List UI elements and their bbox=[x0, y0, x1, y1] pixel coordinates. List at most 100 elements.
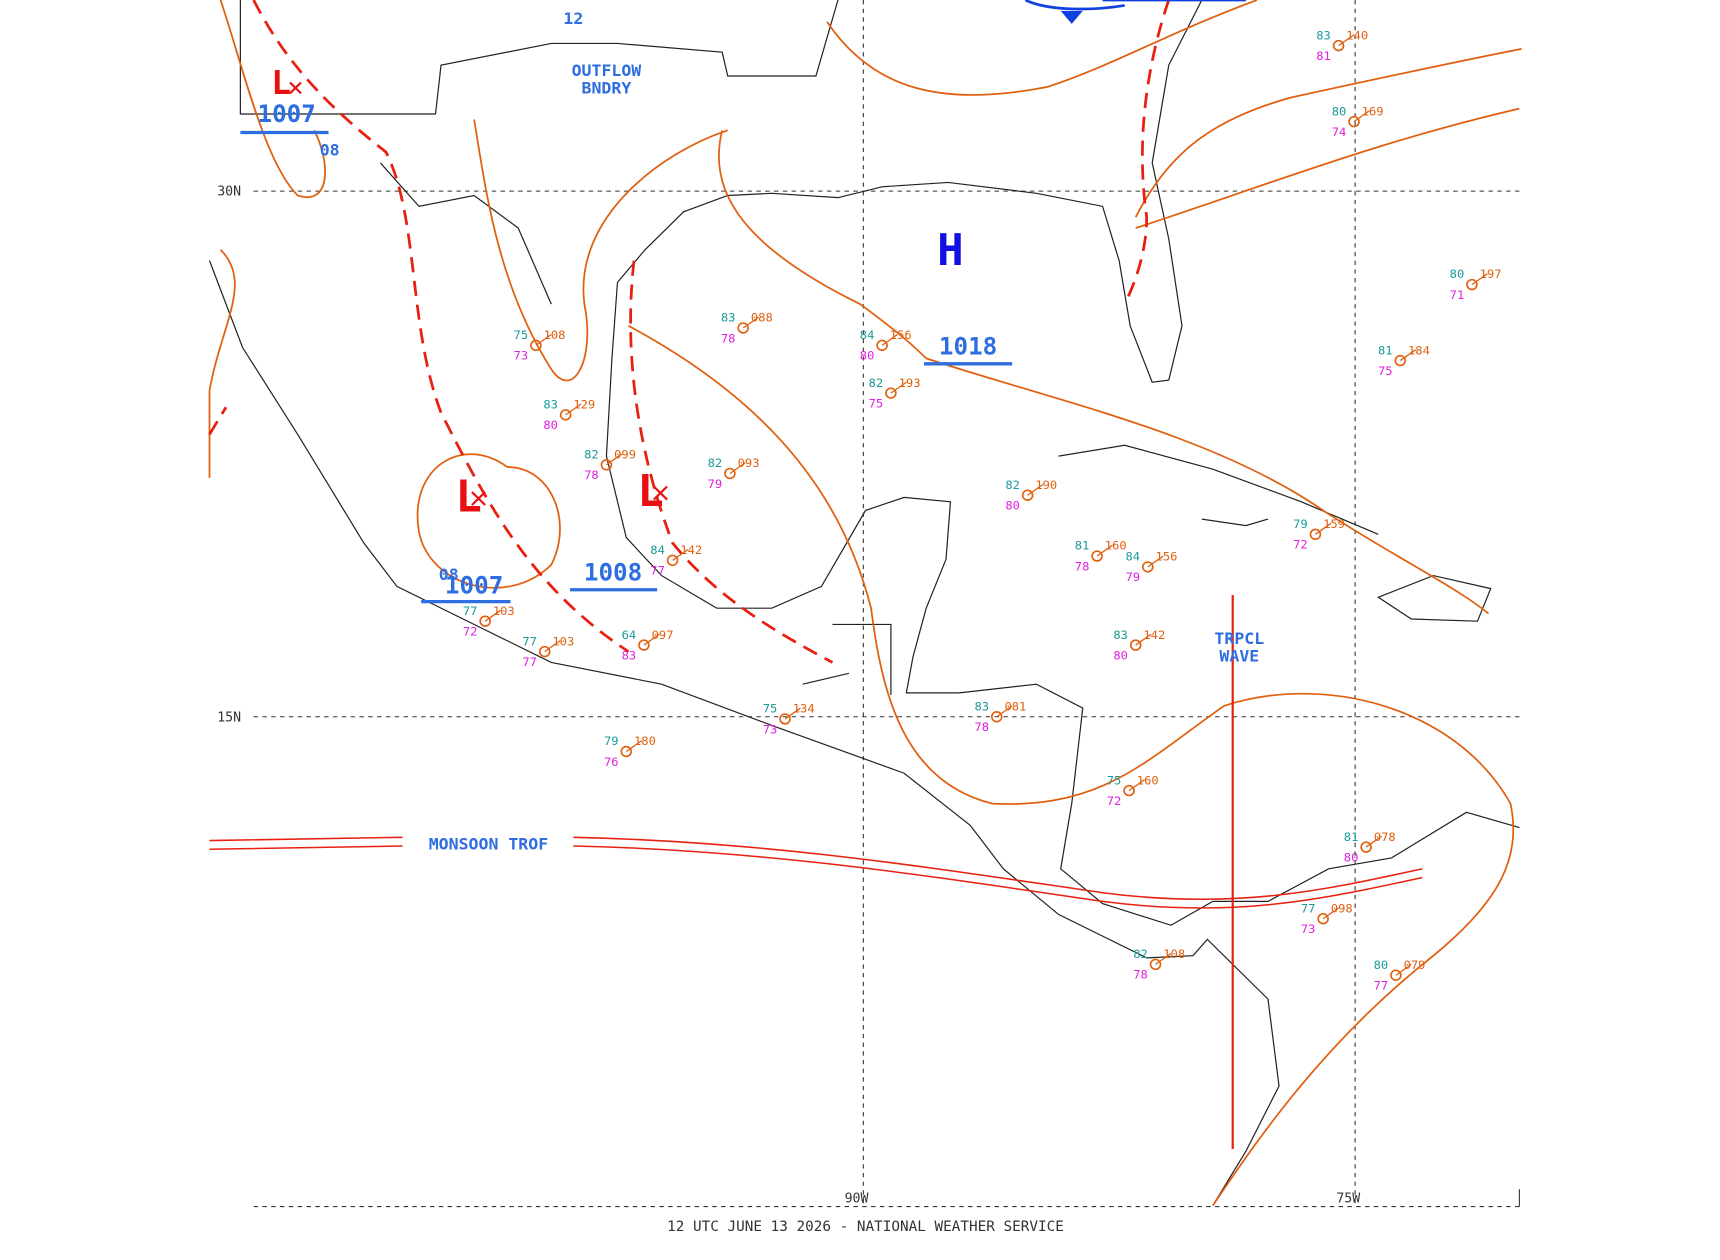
surface-trough bbox=[629, 260, 834, 664]
station-plot: 83 78 081 bbox=[974, 700, 1026, 735]
station-marker bbox=[1142, 561, 1154, 573]
station-plot: 83 81 140 bbox=[1316, 28, 1368, 63]
station-plot: 77 73 098 bbox=[1301, 902, 1353, 937]
isobar bbox=[826, 0, 1258, 96]
temperature: 84 bbox=[650, 543, 665, 557]
isobar-label: 08 bbox=[320, 141, 340, 160]
dewpoint: 73 bbox=[763, 722, 778, 736]
station-marker bbox=[538, 645, 551, 658]
station-marker bbox=[1123, 784, 1135, 797]
dewpoint: 72 bbox=[1293, 538, 1308, 552]
dewpoint: 80 bbox=[1344, 850, 1359, 864]
wind-barb bbox=[1315, 522, 1332, 535]
dewpoint: 73 bbox=[514, 349, 529, 363]
station-plot: 75 72 160 bbox=[1107, 773, 1159, 808]
dewpoint: 74 bbox=[1332, 125, 1347, 139]
isobar bbox=[1135, 107, 1520, 229]
temperature: 75 bbox=[763, 702, 778, 716]
station-marker bbox=[1348, 115, 1360, 128]
dewpoint: 80 bbox=[860, 349, 875, 363]
station-marker bbox=[990, 711, 1003, 723]
station-marker bbox=[1091, 550, 1103, 562]
station-marker bbox=[530, 339, 542, 352]
isobar bbox=[219, 0, 326, 199]
pressure: 129 bbox=[573, 398, 595, 412]
isobar bbox=[925, 357, 1490, 615]
station-marker bbox=[600, 459, 613, 471]
front-symbol bbox=[1060, 10, 1083, 24]
isobar bbox=[718, 130, 927, 359]
surface-trough bbox=[208, 406, 228, 436]
wind-barb bbox=[1353, 110, 1370, 123]
lon-label: 75W bbox=[1336, 1192, 1360, 1207]
temperature: 80 bbox=[1450, 267, 1465, 281]
wind-barb bbox=[996, 705, 1013, 718]
temperature: 82 bbox=[584, 448, 599, 462]
station-plot: 79 76 180 bbox=[604, 734, 656, 769]
high-center: H bbox=[937, 225, 964, 276]
dewpoint: 78 bbox=[584, 468, 599, 482]
pressure: 097 bbox=[652, 628, 674, 642]
pressure: 078 bbox=[1374, 830, 1396, 844]
pressure: 180 bbox=[634, 734, 656, 748]
pressure: 081 bbox=[1004, 700, 1026, 714]
temperature: 77 bbox=[522, 634, 537, 648]
pressure: 142 bbox=[680, 543, 702, 557]
station-plot: 75 73 108 bbox=[514, 328, 566, 363]
pressure: 193 bbox=[899, 376, 921, 390]
pressure: 140 bbox=[1346, 28, 1368, 42]
pressure: 108 bbox=[1163, 947, 1185, 961]
front bbox=[1024, 0, 1246, 11]
temperature: 83 bbox=[1316, 28, 1331, 42]
temperature: 79 bbox=[604, 734, 619, 748]
station-plot: 84 80 156 bbox=[860, 328, 912, 363]
pressure: 169 bbox=[1362, 104, 1384, 118]
station-marker bbox=[559, 409, 572, 421]
feature-label: WAVE bbox=[1219, 647, 1259, 666]
station-marker bbox=[885, 387, 897, 399]
lat-label: 15N bbox=[217, 710, 241, 725]
pressure: 160 bbox=[1105, 539, 1127, 553]
station-plot: 80 77 079 bbox=[1374, 958, 1426, 993]
pressure: 142 bbox=[1143, 628, 1165, 642]
station-marker bbox=[876, 339, 888, 352]
isobar bbox=[1134, 48, 1522, 218]
temperature: 84 bbox=[860, 328, 875, 342]
wind-barb bbox=[1155, 952, 1172, 965]
pressure: 156 bbox=[890, 328, 912, 342]
dewpoint: 80 bbox=[543, 418, 558, 432]
temperature: 84 bbox=[1126, 550, 1141, 564]
dewpoint: 80 bbox=[1005, 499, 1020, 513]
pressure: 099 bbox=[614, 448, 636, 462]
wind-barb bbox=[606, 453, 623, 466]
isobar-label: 1008 bbox=[584, 559, 642, 587]
dewpoint: 78 bbox=[1075, 559, 1090, 573]
wind-barb bbox=[1365, 835, 1382, 848]
temperature: 82 bbox=[1005, 478, 1020, 492]
station-marker bbox=[620, 745, 633, 758]
pressure: 108 bbox=[544, 328, 566, 342]
dewpoint: 77 bbox=[650, 564, 665, 578]
isobar-label: 08 bbox=[439, 565, 459, 584]
wind-barb bbox=[890, 381, 907, 394]
wind-barb bbox=[1338, 34, 1355, 47]
pressure: 103 bbox=[552, 634, 574, 648]
pressure: 190 bbox=[1035, 478, 1057, 492]
monsoon-trough bbox=[209, 836, 1423, 909]
wind-barb bbox=[881, 333, 898, 346]
low-center: L bbox=[271, 64, 291, 102]
dewpoint: 78 bbox=[974, 720, 989, 734]
station-plot: 84 79 156 bbox=[1126, 550, 1178, 585]
temperature: 77 bbox=[1301, 902, 1316, 916]
station-marker bbox=[1394, 354, 1407, 367]
feature-label: BNDRY bbox=[582, 79, 632, 98]
pressure: 184 bbox=[1408, 343, 1430, 357]
dewpoint: 71 bbox=[1450, 288, 1465, 302]
pressure: 134 bbox=[793, 702, 815, 716]
station-marker bbox=[1129, 639, 1142, 651]
dewpoint: 75 bbox=[869, 397, 884, 411]
wind-barb bbox=[1471, 273, 1488, 286]
pressure: 197 bbox=[1480, 267, 1502, 281]
wind-barb bbox=[1322, 907, 1339, 920]
pressure: 103 bbox=[493, 604, 515, 618]
